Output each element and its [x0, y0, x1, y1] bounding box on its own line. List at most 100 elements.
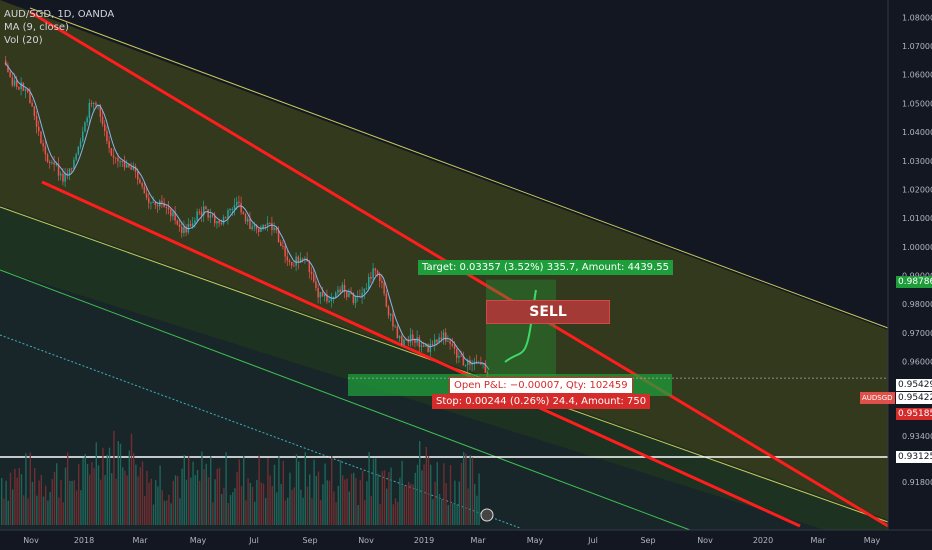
volume-bar [243, 455, 245, 525]
candle-body [251, 226, 253, 230]
price-tick-label: 0.98000 [902, 300, 932, 309]
candle-body [407, 339, 410, 343]
candle-body [405, 339, 407, 341]
volume-bar [458, 481, 460, 525]
candle-body [436, 339, 438, 343]
candle-body [244, 214, 247, 222]
price-tick-label: 0.91800 [902, 478, 932, 487]
candle-body [266, 222, 269, 226]
candle-body [440, 337, 443, 340]
volume-bar [348, 491, 350, 525]
volume-bar [205, 463, 207, 525]
volume-bar [82, 457, 84, 525]
candle-body [332, 297, 335, 299]
candle-body [218, 221, 220, 224]
price-marker-stop: 0.95185 [896, 408, 932, 420]
candle-body [172, 212, 174, 217]
volume-bar [465, 453, 467, 525]
candle-body [282, 246, 284, 248]
volume-bar [434, 481, 436, 525]
event-marker [480, 508, 494, 522]
stop-label: Stop: 0.00244 (0.26%) 24.4, Amount: 750 [432, 394, 651, 409]
candle-body [75, 154, 77, 160]
time-tick-label: 2020 [753, 536, 773, 545]
volume-bar [47, 500, 49, 525]
time-tick-label: Mar [132, 536, 148, 545]
volume-bar [278, 456, 280, 525]
candle-body [330, 298, 333, 302]
volume-bar [155, 480, 157, 525]
price-tick-label: 1.02000 [902, 185, 932, 194]
candle-body [429, 344, 432, 352]
volume-bar [7, 500, 9, 525]
volume-bar [141, 461, 144, 525]
candle-body [299, 258, 302, 263]
candle-body [64, 173, 66, 182]
candle-body [249, 218, 251, 230]
candle-body [150, 202, 152, 204]
volume-bar [135, 464, 137, 525]
candle-body [295, 256, 297, 266]
volume-bar [100, 479, 102, 525]
volume-bar [163, 500, 166, 525]
volume-bar [474, 483, 476, 525]
volume-bar [104, 475, 106, 525]
volume-bar [410, 483, 412, 525]
candle-body [137, 171, 139, 180]
price-tick-label: 1.01000 [902, 214, 932, 223]
volume-bar [416, 464, 419, 525]
volume-bar [357, 504, 359, 525]
candlesticks [4, 55, 491, 383]
candle-body [453, 345, 456, 349]
candle-body [128, 164, 130, 168]
volume-bar [364, 500, 366, 525]
volume-bar [111, 473, 113, 525]
candle-body [335, 292, 337, 298]
candle-body [161, 200, 163, 203]
volume-bar [412, 484, 414, 525]
candle-body [471, 363, 473, 365]
candle-body [145, 193, 148, 198]
candle-body [9, 71, 11, 78]
price-tick-label: 0.97000 [902, 329, 932, 338]
candle-body [51, 162, 53, 164]
volume-bar [174, 475, 177, 525]
volume-bar [9, 472, 12, 525]
volume-bar [463, 451, 465, 525]
volume-bar [137, 476, 139, 525]
volume-bar [419, 441, 421, 525]
candle-body [291, 261, 293, 266]
symbol-title: AUD/SGD, 1D, OANDA [4, 9, 115, 20]
target-zone [486, 279, 556, 377]
sell-button[interactable]: SELL [486, 300, 610, 324]
volume-bar [452, 503, 454, 525]
candle-body [368, 276, 370, 289]
yellow-upper-line [29, 7, 889, 329]
candle-body [66, 173, 69, 175]
candle-body [27, 89, 29, 92]
price-marker-last: 0.95429 [896, 379, 932, 391]
volume-bar [36, 495, 38, 525]
candle-body [273, 227, 275, 230]
candle-body [352, 293, 355, 304]
volume-bar [212, 502, 214, 525]
candle-body [475, 361, 478, 363]
price-tick-label: 0.93400 [902, 432, 932, 441]
candle-body [236, 201, 238, 205]
volume-bar [29, 452, 31, 525]
candle-body [445, 332, 447, 342]
candle-body [24, 89, 27, 91]
volume-bar [350, 473, 353, 525]
candle-body [183, 226, 185, 233]
volume-bar [317, 471, 320, 525]
candle-body [154, 201, 157, 205]
volume-bar [133, 452, 135, 525]
open-pnl-label: Open P&L: −0.00007, Qty: 102459 [449, 377, 633, 394]
candle-body [73, 159, 75, 169]
volume-bar [196, 470, 199, 525]
candle-body [106, 131, 108, 142]
candle-body [141, 183, 143, 187]
candle-body [55, 163, 58, 165]
candle-body [16, 80, 18, 87]
